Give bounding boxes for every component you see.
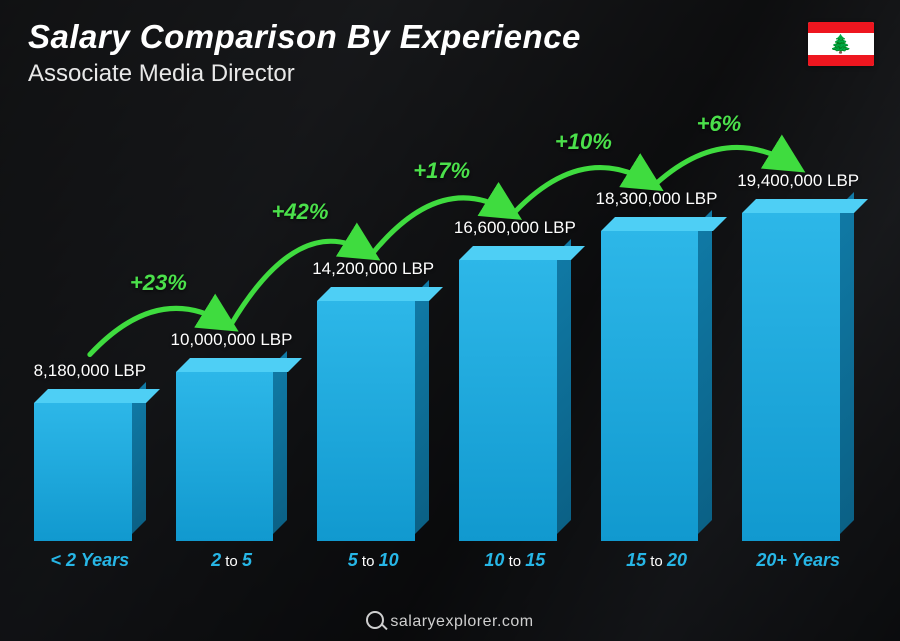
bar-3: 16,600,000 LBP10 to 15 bbox=[453, 120, 577, 541]
bar-4: 18,300,000 LBP15 to 20 bbox=[595, 120, 719, 541]
page-title: Salary Comparison By Experience bbox=[28, 18, 581, 56]
bar-value-label: 10,000,000 LBP bbox=[171, 330, 293, 350]
bar-category-label: 20+ Years bbox=[736, 550, 860, 571]
bar-category-label: < 2 Years bbox=[28, 550, 152, 571]
header: Salary Comparison By Experience Associat… bbox=[28, 18, 581, 88]
bar-category-label: 15 to 20 bbox=[595, 550, 719, 571]
bar-1: 10,000,000 LBP2 to 5 bbox=[170, 120, 294, 541]
bar-0: 8,180,000 LBP< 2 Years bbox=[28, 120, 152, 541]
cedar-icon: 🌲 bbox=[830, 35, 852, 53]
bar-5: 19,400,000 LBP20+ Years bbox=[736, 120, 860, 541]
country-flag-lebanon: 🌲 bbox=[808, 22, 874, 66]
bar-value-label: 8,180,000 LBP bbox=[34, 361, 146, 381]
footer-text: salaryexplorer.com bbox=[390, 613, 533, 630]
bar-value-label: 16,600,000 LBP bbox=[454, 218, 576, 238]
search-icon bbox=[366, 611, 384, 629]
bar-value-label: 18,300,000 LBP bbox=[596, 189, 718, 209]
salary-bar-chart: 8,180,000 LBP< 2 Years10,000,000 LBP2 to… bbox=[28, 120, 860, 569]
bar-category-label: 5 to 10 bbox=[311, 550, 435, 571]
bar-value-label: 19,400,000 LBP bbox=[737, 171, 859, 191]
footer-attribution: salaryexplorer.com bbox=[0, 611, 900, 631]
bar-value-label: 14,200,000 LBP bbox=[312, 259, 434, 279]
bar-category-label: 10 to 15 bbox=[453, 550, 577, 571]
page-subtitle: Associate Media Director bbox=[28, 60, 581, 88]
bar-category-label: 2 to 5 bbox=[170, 550, 294, 571]
bar-2: 14,200,000 LBP5 to 10 bbox=[311, 120, 435, 541]
